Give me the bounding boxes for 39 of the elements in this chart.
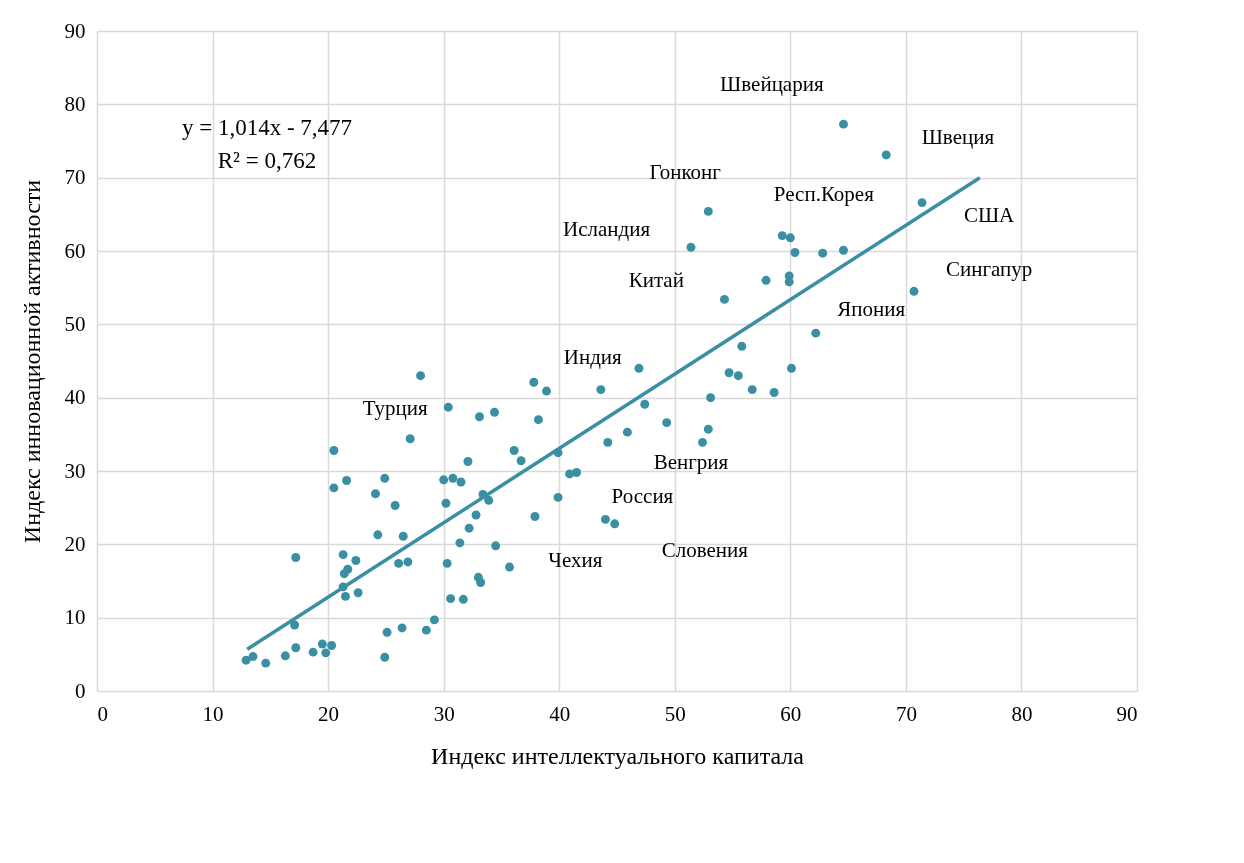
y-tick-label: 50 (64, 311, 86, 336)
x-tick-label: 20 (318, 701, 340, 726)
annotation: Венгрия (653, 449, 729, 474)
annotation: Швеция (921, 125, 995, 150)
x-tick-label: 50 (664, 701, 686, 726)
y-tick-label: 70 (64, 165, 86, 190)
annotation: США (963, 202, 1016, 227)
annotation: Гонконг (649, 160, 722, 185)
y-tick-label: 20 (64, 531, 86, 556)
annotation: Япония (837, 297, 906, 322)
annotation: y = 1,014x - 7,477 (181, 115, 353, 140)
annotation: Китай (628, 268, 684, 293)
y-tick-label: 40 (64, 385, 86, 410)
x-tick-label: 70 (895, 701, 917, 726)
annotation: R² = 0,762 (217, 148, 317, 173)
y-tick-label: 90 (64, 18, 86, 43)
x-axis-title: Индекс интеллектуального капитала (431, 742, 805, 769)
annotation: Чехия (548, 548, 603, 573)
x-tick-label: 10 (202, 701, 224, 726)
annotation: Сингапур (945, 257, 1033, 282)
annotation: Россия (611, 484, 674, 509)
annotation: Турция (362, 395, 428, 420)
y-axis-title: Индекс инновационной активности (18, 179, 45, 544)
y-tick-label: 60 (64, 238, 86, 263)
y-tick-label: 10 (64, 605, 86, 630)
x-tick-label: 90 (1116, 701, 1138, 726)
y-tick-label: 80 (64, 91, 86, 116)
x-tick-label: 30 (433, 701, 455, 726)
x-tick-label: 0 (97, 701, 108, 726)
annotation: Словения (661, 537, 749, 562)
annotation: Швейцария (720, 71, 824, 96)
x-tick-label: 40 (549, 701, 571, 726)
annotation: Респ.Корея (773, 181, 875, 206)
y-tick-label: 30 (64, 458, 86, 483)
x-tick-label: 60 (780, 701, 802, 726)
x-tick-label: 80 (1011, 701, 1033, 726)
y-tick-label: 0 (75, 678, 86, 703)
annotation: Индия (563, 345, 623, 370)
annotation: Исландия (563, 216, 651, 241)
